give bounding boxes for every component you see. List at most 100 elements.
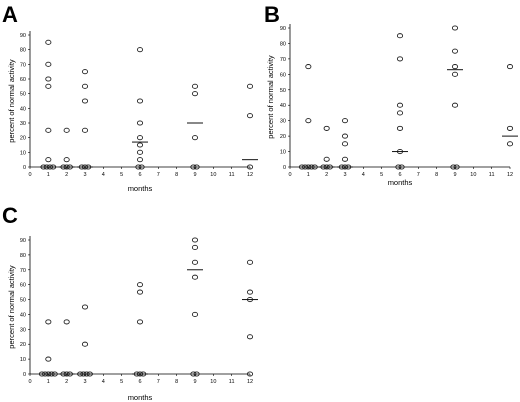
data-point — [81, 98, 89, 104]
data-point — [45, 356, 52, 362]
data-point — [451, 64, 459, 70]
data-point — [451, 102, 459, 108]
x-tick-label: 5 — [380, 172, 383, 178]
x-tick-label: 7 — [417, 172, 420, 178]
panel-letter: A — [2, 2, 18, 27]
y-tick-label: 90 — [20, 33, 26, 39]
data-point — [136, 149, 144, 155]
x-tick-label: 6 — [398, 172, 401, 178]
x-tick-label: 12 — [507, 172, 513, 178]
data-point — [451, 25, 459, 31]
data-point — [453, 164, 460, 170]
y-tick-label: 80 — [20, 48, 26, 54]
data-point — [190, 371, 197, 377]
y-tick-label: 60 — [20, 283, 26, 289]
data-point — [81, 341, 89, 347]
data-point — [191, 311, 199, 317]
y-tick-label: 80 — [280, 41, 286, 47]
data-point — [305, 118, 312, 124]
y-tick-label: 80 — [20, 253, 26, 259]
y-tick-label: 50 — [20, 298, 26, 304]
data-point — [45, 157, 52, 163]
y-tick-label: 30 — [20, 121, 26, 127]
data-point — [63, 157, 70, 163]
data-point — [81, 127, 89, 133]
data-point — [135, 164, 142, 170]
x-tick-label: 10 — [470, 172, 476, 178]
x-tick-label: 4 — [102, 379, 105, 385]
y-tick-label: 50 — [280, 88, 286, 94]
y-tick-label: 40 — [280, 103, 286, 109]
data-point — [45, 127, 52, 133]
y-tick-label: 0 — [283, 165, 286, 171]
data-point — [506, 125, 514, 131]
x-tick-label: 4 — [362, 172, 365, 178]
x-tick-label: 11 — [229, 172, 235, 178]
y-tick-label: 0 — [23, 372, 26, 378]
data-point — [305, 64, 312, 70]
x-tick-label: 12 — [247, 379, 253, 385]
data-point — [191, 244, 199, 250]
data-point — [341, 156, 349, 162]
data-point — [136, 289, 144, 295]
panel-letter: B — [264, 2, 280, 27]
x-tick-label: 2 — [65, 379, 68, 385]
x-tick-label: 1 — [47, 379, 50, 385]
x-tick-label: 11 — [229, 379, 235, 385]
y-tick-label: 90 — [280, 26, 286, 32]
x-tick-label: 8 — [175, 172, 178, 178]
data-point — [341, 133, 349, 139]
x-tick-label: 6 — [138, 172, 141, 178]
data-point — [81, 69, 89, 75]
y-tick-label: 30 — [280, 119, 286, 125]
data-point — [136, 157, 144, 163]
y-tick-label: 0 — [23, 165, 26, 171]
y-tick-label: 30 — [20, 327, 26, 333]
y-tick-label: 70 — [20, 268, 26, 274]
data-point — [191, 274, 199, 280]
x-tick-label: 8 — [175, 379, 178, 385]
data-point — [136, 282, 144, 288]
data-point — [136, 120, 144, 126]
data-point — [63, 319, 70, 325]
x-tick-label: 10 — [210, 172, 216, 178]
x-tick-label: 10 — [210, 379, 216, 385]
x-tick-label: 1 — [307, 172, 310, 178]
x-tick-label: 4 — [102, 172, 105, 178]
y-axis-label: percent of normal activity — [7, 265, 16, 349]
data-point — [246, 289, 254, 295]
data-point — [341, 118, 349, 124]
data-point — [81, 83, 89, 89]
x-tick-label: 9 — [193, 379, 196, 385]
data-point — [506, 141, 514, 147]
data-point — [191, 83, 199, 89]
data-point — [45, 83, 52, 89]
data-point — [246, 164, 254, 170]
y-tick-label: 60 — [280, 72, 286, 78]
x-tick-label: 0 — [28, 172, 31, 178]
x-tick-label: 12 — [247, 172, 253, 178]
data-point — [136, 98, 144, 104]
x-tick-label: 0 — [288, 172, 291, 178]
x-tick-label: 9 — [193, 172, 196, 178]
x-tick-label: 7 — [157, 172, 160, 178]
data-point — [191, 91, 199, 97]
data-point — [341, 141, 349, 147]
y-tick-label: 40 — [20, 312, 26, 318]
x-tick-label: 2 — [65, 172, 68, 178]
x-tick-label: 11 — [489, 172, 495, 178]
x-tick-label: 5 — [120, 172, 123, 178]
data-point — [451, 48, 459, 54]
data-point — [45, 319, 52, 325]
data-point — [63, 127, 70, 133]
data-point — [396, 125, 404, 131]
data-point — [323, 156, 330, 162]
data-point — [323, 125, 330, 131]
data-point — [81, 304, 89, 310]
x-tick-label: 3 — [83, 379, 86, 385]
data-point — [246, 259, 254, 265]
y-tick-label: 10 — [20, 357, 26, 363]
